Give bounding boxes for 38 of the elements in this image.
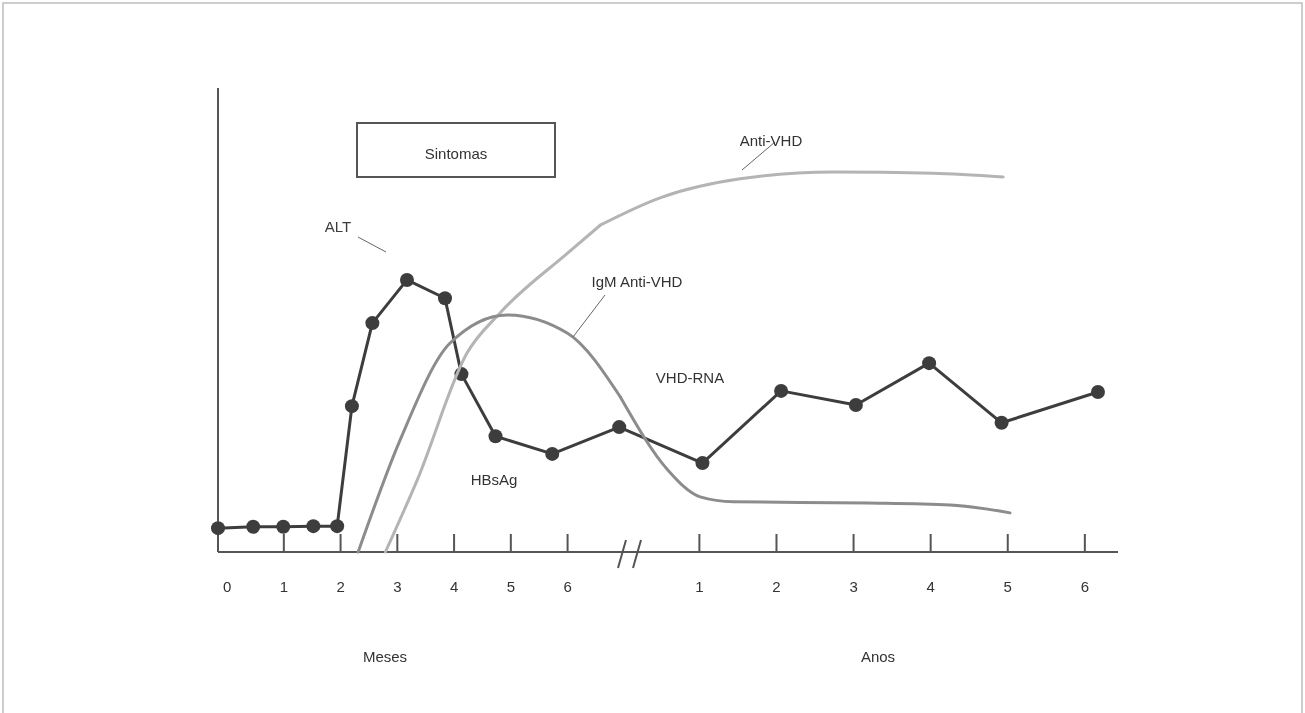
x-tick-label: 0 (222, 578, 232, 595)
x-tick-label: 5 (506, 578, 515, 595)
point (306, 519, 321, 534)
x-axis-title: Meses (362, 648, 408, 665)
x-tick-label: 2 (772, 578, 781, 595)
point (344, 399, 359, 414)
x-tick-label: 1 (279, 578, 288, 595)
point (488, 429, 503, 444)
text: IgM Anti-VHD (591, 273, 683, 290)
point (246, 519, 261, 534)
x-tick-label: 3 (393, 578, 402, 595)
x-tick-label: 5 (1003, 578, 1012, 595)
annotation: VHD-RNA (655, 369, 725, 386)
x-tick-label: 6 (1080, 578, 1090, 595)
series-label: Anti-VHD (739, 132, 803, 149)
point (1090, 385, 1105, 400)
annotation: HBsAg (470, 471, 518, 488)
text: ALT (324, 218, 352, 235)
point (545, 446, 560, 461)
x-tick-label: 3 (849, 578, 858, 595)
point (994, 415, 1009, 430)
x-axis-title: Anos (860, 648, 896, 665)
x-tick-label: 6 (563, 578, 572, 595)
point (695, 456, 710, 471)
x-tick-label: 4 (926, 578, 935, 595)
x-tick-label: 1 (695, 578, 704, 595)
point (399, 272, 414, 287)
x-tick-label: 2 (336, 578, 345, 595)
point (922, 356, 937, 371)
text: Sintomas (424, 145, 488, 162)
point (848, 397, 863, 412)
point (438, 291, 452, 306)
point (211, 521, 225, 536)
point (330, 519, 345, 534)
x-tick-label: 4 (449, 578, 459, 595)
point (774, 383, 789, 398)
point (276, 519, 291, 534)
point (365, 316, 380, 331)
